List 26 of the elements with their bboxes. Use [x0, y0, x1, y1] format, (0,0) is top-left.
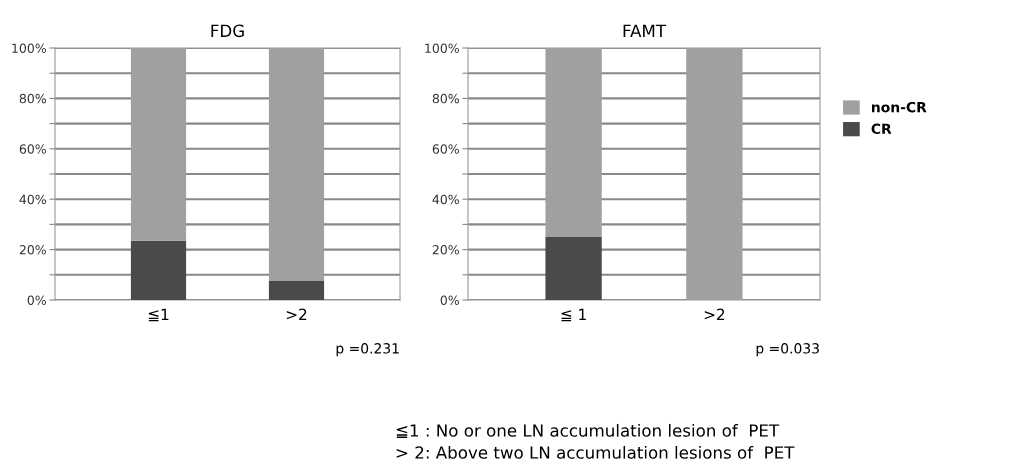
x-tick-label: ≦ 1 — [561, 308, 586, 322]
text: > 2: Above two LN accumulation lesions of PET — [396, 445, 795, 459]
legend-label: non-CR — [872, 101, 927, 113]
y-tick-label: 20% — [19, 245, 46, 255]
text: p =0.033 — [756, 343, 819, 357]
y-tick-label: 100% — [12, 43, 46, 53]
y-tick-label: 40% — [432, 194, 459, 205]
bar — [130, 240, 187, 300]
y-tick-label: 40% — [19, 194, 46, 205]
chart-title: FAMT — [623, 24, 667, 37]
y-tick-label: 60% — [19, 144, 46, 154]
legend-label: CR — [871, 123, 892, 135]
y-tick-label: 80% — [19, 93, 46, 104]
y-tick-label: 0% — [27, 295, 46, 305]
x-tick-label: >2 — [704, 308, 725, 320]
text: p =0.231 — [336, 343, 399, 357]
y-tick-label: 80% — [432, 93, 459, 104]
y-tick-label: 60% — [432, 144, 459, 154]
bar — [268, 281, 325, 300]
text: ≦1 : No or one LN accumulation lesion of PET — [396, 423, 780, 438]
x-tick-label: ≦1 — [148, 308, 169, 322]
y-tick-label: 0% — [440, 295, 459, 305]
y-tick-label: 100% — [425, 43, 459, 53]
chart-title: FDG — [211, 24, 244, 38]
x-tick-label: >2 — [286, 308, 307, 320]
y-tick-label: 20% — [432, 245, 459, 255]
